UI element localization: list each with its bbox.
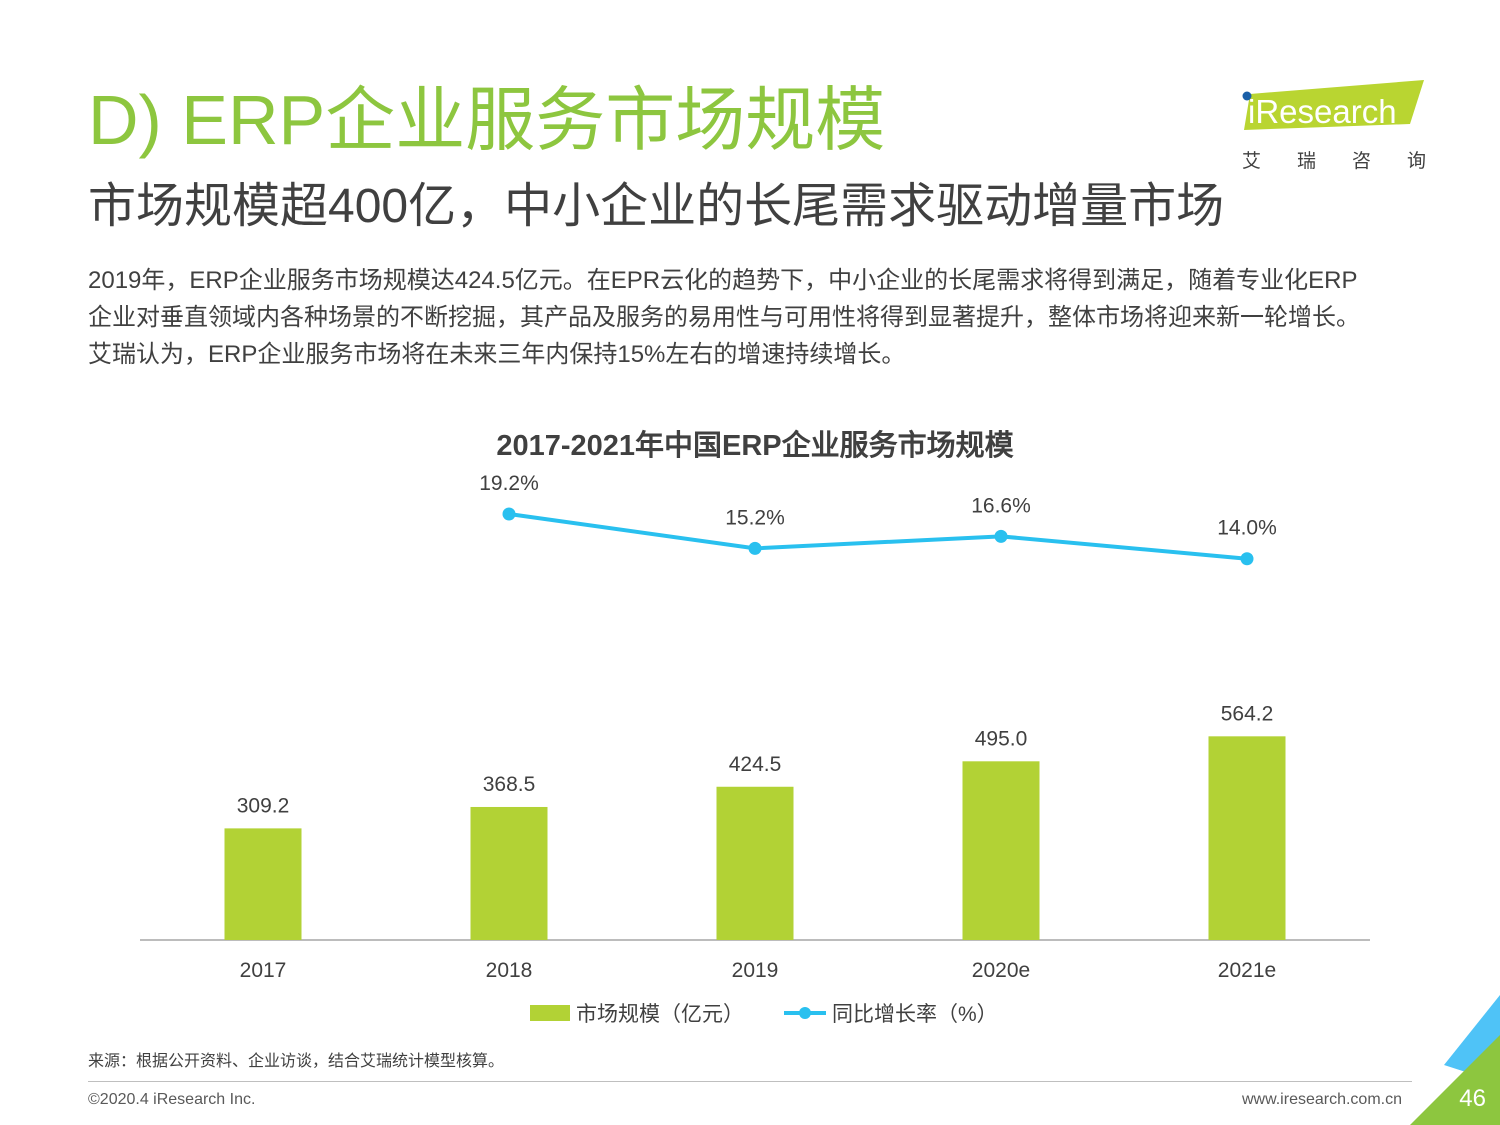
growth-rate-line (508, 512, 1248, 561)
legend-item-bar: 市场规模（亿元） (530, 998, 744, 1028)
bar-2021e (1208, 736, 1286, 940)
growth-value-label: 15.2% (725, 506, 785, 529)
bar-2018 (470, 806, 548, 940)
chart-title: 2017-2021年中国ERP企业服务市场规模 (496, 430, 1014, 462)
bar-2020e (962, 761, 1040, 940)
growth-value-label: 16.6% (971, 494, 1031, 517)
legend-item-line: 同比增长率（%） (784, 998, 998, 1028)
corner-decoration (1410, 995, 1500, 1125)
logo-char: 瑞 (1296, 151, 1316, 172)
body-line-3: 艾瑞认为，ERP企业服务市场将在未来三年内保持15%左右的增速持续增长。 (88, 341, 906, 368)
growth-value-label: 19.2% (479, 472, 539, 495)
logo-dot-icon (1242, 91, 1252, 101)
iresearch-logo: iResearch (1242, 80, 1424, 130)
bar-2017 (224, 828, 302, 940)
x-tick-label: 2020e (972, 959, 1030, 982)
body-text: 2019年，ERP企业服务市场规模达424.5亿元。在EPR云化的趋势下，中小企… (88, 262, 1428, 373)
logo-char: 询 (1406, 151, 1426, 172)
growth-value-label: 14.0% (1217, 517, 1277, 540)
x-tick-label: 2021e (1218, 959, 1276, 982)
copyright: ©2020.4 iResearch Inc. (88, 1091, 256, 1108)
legend-bar-swatch (530, 1005, 570, 1021)
website-url: www.iresearch.com.cn (1241, 1091, 1402, 1108)
body-line-2: 企业对垂直领域内各种场景的不断挖掘，其产品及服务的易用性与可用性将得到显著提升，… (88, 304, 1360, 331)
market-size-chart: 309.2 2017 368.5 2018 424.5 2019 495.0 2020e 564… (140, 472, 1370, 982)
legend-line-swatch (784, 1007, 826, 1019)
page-title: D) ERP企业服务市场规模 (88, 81, 886, 159)
bar-value-label: 368.5 (483, 773, 536, 796)
legend-bar-label: 市场规模（亿元） (576, 1003, 744, 1026)
growth-point-2019 (748, 541, 762, 555)
logo-banner (1244, 80, 1424, 130)
bar-2019 (716, 786, 794, 940)
legend-line-label: 同比增长率（%） (832, 1003, 998, 1026)
logo-char: 艾 (1242, 151, 1262, 172)
bar-value-label: 424.5 (729, 753, 782, 776)
page-subtitle: 市场规模超400亿，中小企业的长尾需求驱动增量市场 (88, 180, 1225, 233)
bar-value-label: 495.0 (975, 727, 1028, 750)
source-note: 来源：根据公开资料、企业访谈，结合艾瑞统计模型核算。 (88, 1053, 505, 1070)
bar-value-label: 564.2 (1221, 702, 1274, 725)
page-number: 46 (1459, 1085, 1486, 1112)
logo-chinese: 艾 瑞 咨 询 (1242, 146, 1426, 173)
growth-point-2020e (994, 529, 1008, 543)
bar-value-label: 309.2 (237, 794, 290, 817)
logo-char: 咨 (1351, 151, 1371, 172)
chart-legend: 市场规模（亿元） 同比增长率（%） (530, 998, 1038, 1028)
x-tick-label: 2017 (240, 959, 287, 982)
growth-point-2021e (1240, 552, 1254, 566)
logo-brand-text: iResearch (1248, 93, 1397, 130)
body-line-1: 2019年，ERP企业服务市场规模达424.5亿元。在EPR云化的趋势下，中小企… (88, 267, 1358, 294)
footer-divider (88, 1081, 1412, 1082)
x-tick-label: 2018 (486, 959, 533, 982)
x-tick-label: 2019 (732, 959, 779, 982)
growth-point-2018 (502, 507, 516, 521)
